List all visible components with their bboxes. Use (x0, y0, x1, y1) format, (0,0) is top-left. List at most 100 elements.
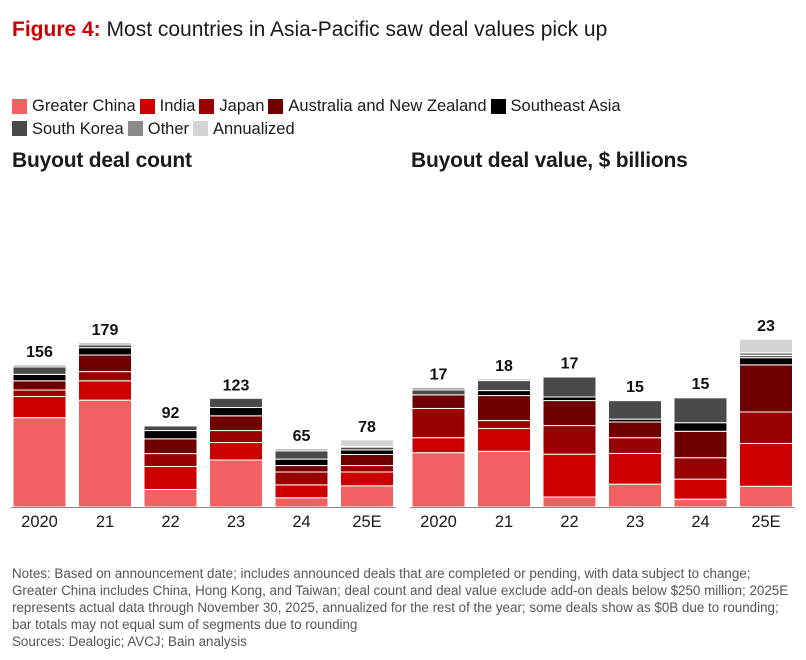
bar-segment (477, 378, 531, 382)
bar-segment (274, 450, 329, 460)
category-label: 25E (751, 513, 780, 531)
legend-item: India (139, 96, 195, 116)
category-label: 23 (626, 513, 644, 531)
total-label: 18 (495, 358, 513, 375)
legend-label: Australia and New Zealand (288, 97, 487, 115)
bar-segment (12, 364, 67, 368)
category-label: 24 (292, 513, 310, 531)
bar-segment (411, 389, 466, 396)
legend-item: Southeast Asia (490, 96, 621, 116)
legend-item: South Korea (12, 119, 124, 139)
bar-segment (274, 465, 329, 473)
bar-segment (542, 496, 597, 508)
bar-segment (340, 439, 394, 447)
bar-segment (209, 407, 263, 417)
bar-segment (542, 400, 597, 427)
bar-segment (340, 454, 394, 467)
bar-segment (477, 395, 531, 422)
bar-segment (78, 380, 132, 401)
bar-segment (274, 471, 329, 486)
legend-swatch (12, 121, 27, 136)
bar-segment (739, 364, 793, 413)
total-label: 65 (293, 428, 311, 445)
bar-segment (608, 452, 662, 485)
bar-segment (739, 357, 793, 366)
bar-segment (78, 347, 132, 356)
bar-segment (673, 430, 728, 459)
bar-segment (608, 421, 662, 439)
bar-segment (542, 453, 597, 498)
deal-count-chart: 156 2020 179 21 92 22 123 23 65 24 78 25E (11, 322, 396, 531)
bar-segment (477, 420, 531, 429)
bar-segment (608, 400, 662, 420)
legend-label: Annualized (213, 119, 295, 138)
legend-item: Greater China (12, 96, 136, 116)
legend-label: South Korea (32, 119, 124, 138)
bar-segment (411, 452, 466, 508)
bar-segment (12, 389, 67, 397)
bar-segment (739, 485, 793, 508)
bar-segment (12, 373, 67, 382)
bar-segment (340, 465, 394, 473)
bar-segment (274, 484, 329, 499)
legend-label: Other (147, 119, 190, 138)
bar-segment (274, 458, 329, 467)
bar-segment (209, 415, 263, 432)
category-label: 25E (352, 513, 381, 531)
bar-segment (12, 380, 67, 391)
legend-item: Australia and New Zealand (268, 96, 487, 116)
bar-segment (340, 485, 394, 508)
bar-segment (673, 422, 728, 432)
legend-label: Japan (219, 97, 265, 115)
bar-segment (739, 442, 793, 487)
bar-segment (209, 430, 263, 444)
sources-text: Sources: Dealogic; AVCJ; Bain analysis (12, 634, 247, 649)
bar-segment (477, 427, 531, 452)
notes-text: Notes: Based on announcement date; inclu… (12, 566, 789, 632)
total-label: 92 (162, 405, 180, 422)
bar-segment (12, 366, 67, 375)
figure-title-text: Most countries in Asia-Pacific saw deal … (106, 18, 608, 41)
bar-segment (411, 407, 466, 439)
legend-item: Japan (199, 96, 264, 116)
category-label: 22 (560, 513, 578, 531)
bar-segment (477, 450, 531, 508)
bar-segment (673, 478, 728, 500)
legend-swatch (199, 98, 215, 114)
total-label: 23 (757, 318, 775, 335)
bar-segment (209, 442, 263, 461)
bar-segment (673, 498, 728, 508)
bar-segment (340, 449, 394, 456)
category-label: 21 (96, 513, 114, 531)
bar-segment (274, 497, 329, 508)
legend-swatch (193, 121, 209, 136)
bar-segment (340, 471, 394, 487)
category-label: 2020 (420, 513, 457, 531)
legend: Greater China India Japan Australia and New… (12, 96, 712, 141)
bar-segment (12, 395, 67, 419)
bar-segment (673, 457, 728, 480)
bar-segment (78, 371, 132, 382)
total-label: 15 (692, 376, 710, 393)
legend-label: Southeast Asia (510, 97, 621, 115)
deal-count-title: Buyout deal count (12, 149, 192, 172)
bar-segment (608, 399, 662, 402)
deal-value-title: Buyout deal value, $ billions (411, 149, 688, 172)
category-label: 22 (161, 513, 179, 531)
bar-segment (739, 411, 793, 444)
bar-segment (477, 380, 531, 392)
bar-segment (411, 437, 466, 454)
bar-segment (477, 390, 531, 397)
bar-segment (209, 459, 263, 508)
legend-label: Greater China (32, 97, 136, 115)
bar-segment (673, 396, 728, 399)
bar-segment (542, 375, 597, 378)
legend-item: Other (127, 119, 190, 139)
total-label: 179 (92, 322, 119, 339)
category-label: 21 (495, 513, 513, 531)
legend-swatch (139, 98, 155, 114)
total-label: 15 (626, 379, 644, 396)
bar-segment (673, 397, 728, 424)
bar-segment (78, 399, 132, 508)
bar-segment (143, 438, 198, 455)
